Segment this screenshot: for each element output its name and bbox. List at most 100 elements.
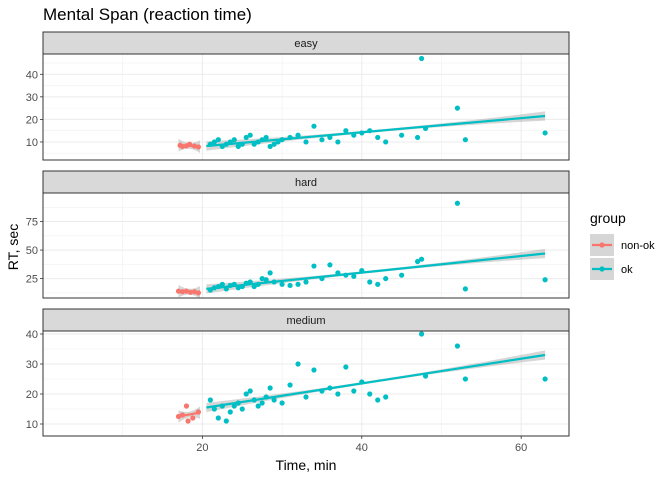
data-point-ok: [247, 132, 253, 138]
data-point-non-ok: [183, 403, 190, 409]
data-point-ok: [271, 397, 277, 403]
data-point-ok: [235, 143, 241, 150]
data-point-ok: [399, 132, 405, 138]
data-point-ok: [335, 391, 341, 397]
data-point-ok: [375, 281, 381, 287]
data-point-ok: [211, 406, 217, 412]
panel-border: [42, 53, 570, 161]
data-point-ok: [263, 134, 269, 141]
fit-line-non-ok: [178, 290, 201, 294]
data-point-ok: [267, 385, 273, 391]
legend-label: non-ok: [621, 240, 655, 252]
legend-key-point: [599, 266, 605, 272]
data-point-ok: [295, 361, 301, 367]
legend-label: ok: [621, 264, 633, 276]
panel-background: [43, 331, 569, 436]
data-point-ok: [267, 270, 273, 276]
data-point-ok: [295, 132, 301, 138]
data-point-ok: [454, 105, 461, 111]
data-point-ok: [259, 275, 265, 282]
data-point-ok: [542, 130, 548, 136]
y-tick-label: 75: [26, 217, 38, 229]
y-tick-label: 10: [26, 419, 38, 431]
fit-line-ok: [206, 252, 546, 290]
data-point-ok: [207, 397, 213, 403]
data-point-ok: [279, 400, 285, 406]
data-point-ok: [303, 139, 309, 145]
data-point-ok: [462, 286, 468, 292]
chart-title: Mental Span (reaction time): [43, 5, 252, 24]
data-point-ok: [367, 279, 373, 285]
y-tick-label: 20: [26, 114, 38, 126]
facet-panel-hard: hard 25 50 75: [26, 170, 570, 299]
x-axis-title: Time, min: [276, 457, 337, 473]
data-point-ok: [243, 134, 249, 141]
fit-line-non-ok: [178, 144, 201, 148]
data-point-ok: [211, 139, 217, 145]
y-tick-label: 10: [26, 137, 38, 149]
data-point-ok: [462, 376, 468, 382]
data-point-ok: [367, 391, 373, 397]
data-point-ok: [383, 275, 389, 282]
data-point-ok: [462, 137, 468, 143]
data-point-ok: [267, 143, 273, 150]
legend-entry-non-ok: non-ok: [590, 234, 655, 256]
fit-line-non-ok: [178, 411, 201, 418]
data-point-ok: [542, 376, 548, 382]
legend-title: group: [590, 210, 626, 226]
facet-panel-medium: medium 10 20 30 40 20 40 60: [26, 308, 570, 454]
facet-strip-label: hard: [295, 177, 317, 189]
data-point-ok: [247, 388, 253, 394]
panel-border: [42, 192, 570, 299]
data-point-ok: [231, 403, 237, 409]
y-tick-label: 25: [26, 274, 38, 286]
data-point-ok: [219, 281, 225, 287]
data-point-ok: [227, 409, 233, 415]
data-point-ok: [311, 367, 317, 373]
facet-strip-label: easy: [294, 38, 318, 50]
data-point-ok: [418, 256, 425, 262]
y-tick-label: 30: [26, 359, 38, 371]
data-point-ok: [259, 400, 265, 406]
data-point-non-ok: [190, 415, 196, 421]
data-point-ok: [251, 283, 257, 290]
data-point-ok: [239, 406, 245, 412]
fit-line-ok: [206, 114, 546, 148]
data-point-ok: [287, 382, 293, 388]
data-point-ok: [303, 394, 309, 400]
x-tick-label: 60: [515, 442, 527, 454]
data-point-ok: [231, 137, 237, 143]
data-point-ok: [542, 277, 548, 283]
data-point-ok: [295, 281, 301, 287]
data-point-ok: [418, 55, 425, 62]
y-tick-label: 40: [26, 69, 38, 81]
y-tick-label: 50: [26, 245, 38, 257]
data-point-ok: [311, 123, 317, 129]
facet-strip-label: medium: [286, 315, 325, 327]
data-point-ok: [271, 141, 277, 147]
data-point-non-ok: [175, 288, 182, 294]
x-tick-label: 40: [356, 442, 368, 454]
data-point-ok: [383, 139, 389, 145]
facet-panels: easy 10 20 30 40 hard 25 50 75 medium 10 20 30 40 20 40…: [26, 31, 570, 454]
data-point-ok: [343, 128, 349, 134]
data-point-ok: [414, 134, 421, 141]
data-point-ok: [454, 343, 461, 349]
data-point-ok: [243, 391, 249, 397]
legend-entry-ok: ok: [590, 258, 633, 280]
data-point-ok: [279, 281, 285, 287]
data-point-ok: [319, 137, 325, 143]
data-point-ok: [263, 277, 269, 283]
data-point-ok: [383, 394, 389, 400]
data-point-ok: [215, 415, 221, 421]
data-point-ok: [351, 273, 357, 279]
y-tick-label: 20: [26, 389, 38, 401]
data-point-ok: [351, 388, 357, 394]
data-point-non-ok: [185, 418, 191, 424]
data-point-ok: [454, 200, 461, 206]
panel-border: [42, 330, 570, 437]
fit-line-ok: [206, 353, 546, 409]
facet-panel-easy: easy 10 20 30 40: [26, 31, 570, 161]
data-point-ok: [311, 263, 317, 269]
